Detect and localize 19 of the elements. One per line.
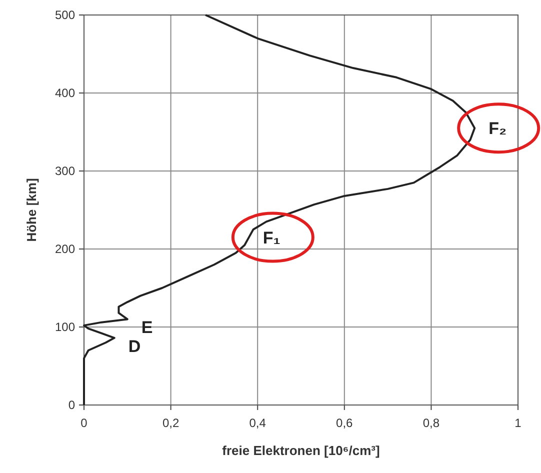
x-tick-label: 0,2 (162, 416, 180, 430)
annotation: F₂ (488, 119, 507, 138)
annotation: E (141, 318, 153, 338)
annotation: D (128, 336, 141, 356)
annotation: F₁ (262, 228, 280, 248)
x-tick-label: 0,6 (336, 416, 354, 430)
line-series (83, 14, 476, 406)
y-tick-label: 100 (54, 320, 76, 334)
y-tick-label: 400 (54, 86, 76, 100)
x-tick-label: 1 (514, 416, 522, 430)
y-tick-label: 300 (54, 164, 76, 178)
x-tick-label: 0,4 (249, 416, 266, 430)
y-tick-label: 500 (54, 8, 76, 22)
y-tick-label: 200 (54, 242, 76, 256)
x-tick-label: 0,8 (422, 416, 440, 430)
y-tick-label: 0 (68, 398, 76, 412)
y-axis-title: Höhe [km] (24, 178, 39, 242)
x-axis-title: freie Elektronen [10⁶/cm³] (222, 443, 380, 458)
x-tick-label: 0 (80, 416, 88, 430)
